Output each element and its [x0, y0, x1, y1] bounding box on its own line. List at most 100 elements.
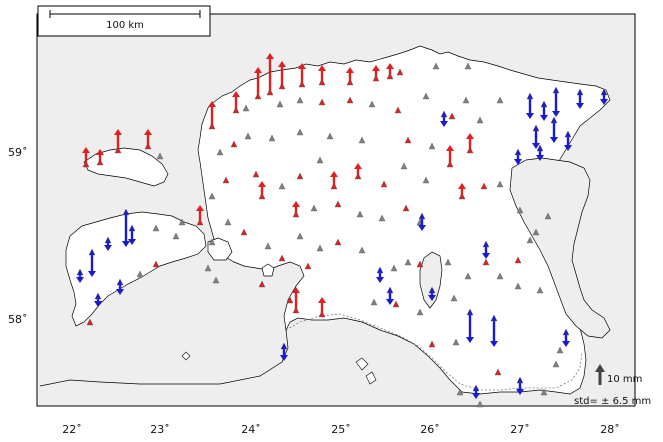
neutral-station-marker — [178, 218, 186, 226]
neutral-station-marker — [540, 388, 548, 396]
subsidence-station-marker — [540, 100, 548, 121]
subsidence-station-marker — [94, 292, 102, 307]
uplift-station-marker — [354, 163, 362, 180]
neutral-station-marker — [422, 92, 430, 100]
legend-arrow-head — [595, 364, 605, 372]
subsidence-station-marker — [122, 208, 130, 247]
neutral-station-marker — [552, 360, 560, 368]
neutral-station-marker — [390, 264, 398, 272]
neutral-station-marker — [334, 238, 342, 246]
neutral-station-marker — [86, 318, 94, 326]
neutral-station-marker — [428, 340, 436, 348]
uplift-station-marker — [196, 205, 204, 226]
neutral-station-marker — [264, 242, 272, 250]
neutral-station-marker — [496, 96, 504, 104]
neutral-station-marker — [276, 100, 284, 108]
neutral-station-marker — [380, 180, 388, 188]
uplift-station-marker — [386, 63, 394, 80]
neutral-station-marker — [156, 152, 164, 160]
lake-vortsjarv — [419, 251, 443, 309]
neutral-station-marker — [296, 96, 304, 104]
neutral-station-marker — [514, 256, 522, 264]
neutral-station-marker — [358, 246, 366, 254]
lat-label-58: 58˚ — [8, 313, 28, 326]
subsidence-station-marker — [440, 110, 448, 127]
uplift-station-marker — [96, 149, 104, 166]
subsidence-station-marker — [552, 86, 560, 117]
subsidence-station-marker — [482, 240, 490, 259]
lon-label-26: 26˚ — [420, 423, 440, 436]
subsidence-station-marker — [516, 376, 524, 395]
subsidence-station-marker — [418, 212, 426, 231]
uplift-station-marker — [254, 67, 262, 100]
island-saaremaa — [65, 211, 207, 327]
neutral-station-marker — [404, 258, 412, 266]
neutral-station-marker — [216, 148, 224, 156]
uplift-station-marker — [372, 65, 380, 82]
neutral-station-marker — [428, 142, 436, 150]
islet-group — [181, 351, 377, 385]
neutral-station-marker — [378, 214, 386, 222]
neutral-station-marker — [544, 212, 552, 220]
neutral-station-marker — [304, 262, 312, 270]
neutral-station-marker — [370, 298, 378, 306]
lat-label-59: 59˚ — [8, 146, 28, 159]
uplift-station-marker — [266, 53, 274, 96]
subsidence-station-marker — [532, 124, 540, 149]
subsidence-station-marker — [564, 130, 572, 151]
lon-label-23: 23˚ — [150, 423, 170, 436]
scale-bar-label: 100 km — [106, 20, 144, 31]
neutral-station-marker — [448, 112, 456, 120]
neutral-station-marker — [444, 258, 452, 266]
subsidence-station-marker — [472, 384, 480, 399]
subsidence-station-marker — [490, 314, 498, 347]
subsidence-station-marker — [428, 286, 436, 301]
neutral-station-marker — [516, 206, 524, 214]
uplift-station-marker — [292, 201, 300, 218]
neutral-station-marker — [482, 258, 490, 266]
subsidence-station-marker — [104, 236, 112, 251]
neutral-station-marker — [334, 200, 342, 208]
uplift-station-marker — [318, 65, 326, 86]
neutral-station-marker — [392, 300, 400, 308]
uplift-station-marker — [446, 145, 454, 168]
neutral-station-marker — [268, 134, 276, 142]
uplift-station-marker — [232, 91, 240, 114]
neutral-station-marker — [230, 140, 238, 148]
neutral-station-marker — [404, 136, 412, 144]
neutral-station-marker — [556, 346, 564, 354]
subsidence-station-marker — [376, 266, 384, 283]
neutral-station-marker — [476, 116, 484, 124]
subsidence-station-marker — [128, 224, 136, 245]
neutral-station-marker — [368, 100, 376, 108]
neutral-station-marker — [244, 132, 252, 140]
neutral-station-marker — [222, 176, 230, 184]
subsidence-station-marker — [536, 144, 544, 161]
uplift-station-marker — [258, 181, 266, 200]
uplift-station-marker — [82, 147, 90, 168]
uplift-station-marker — [346, 67, 354, 86]
uplift-station-marker — [114, 129, 122, 154]
legend-std-label: std= ± 6.5 mm — [574, 396, 651, 407]
neutral-station-marker — [208, 238, 216, 246]
neutral-station-marker — [212, 276, 220, 284]
neutral-station-marker — [286, 296, 294, 304]
uplift-station-marker — [318, 297, 326, 318]
legend-arrow-label: 10 mm — [607, 374, 642, 385]
subsidence-station-marker — [550, 116, 558, 143]
neutral-station-marker — [258, 280, 266, 288]
neutral-station-marker — [316, 244, 324, 252]
subsidence-station-marker — [386, 286, 394, 305]
neutral-station-marker — [422, 176, 430, 184]
legend: 10 mm std= ± 6.5 mm — [574, 364, 651, 407]
uplift-station-marker — [144, 129, 152, 150]
neutral-station-marker — [532, 228, 540, 236]
neutral-station-marker — [318, 98, 326, 106]
lon-label-28: 28˚ — [600, 423, 620, 436]
neutral-station-marker — [464, 272, 472, 280]
neutral-station-marker — [432, 62, 440, 70]
neutral-station-marker — [402, 204, 410, 212]
subsidence-station-marker — [600, 88, 608, 105]
